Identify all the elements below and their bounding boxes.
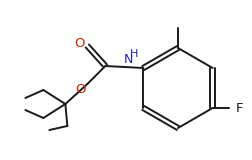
Text: O: O bbox=[75, 83, 86, 96]
Text: O: O bbox=[74, 36, 85, 49]
Text: N: N bbox=[124, 52, 133, 65]
Text: H: H bbox=[130, 49, 139, 59]
Text: F: F bbox=[236, 101, 243, 115]
